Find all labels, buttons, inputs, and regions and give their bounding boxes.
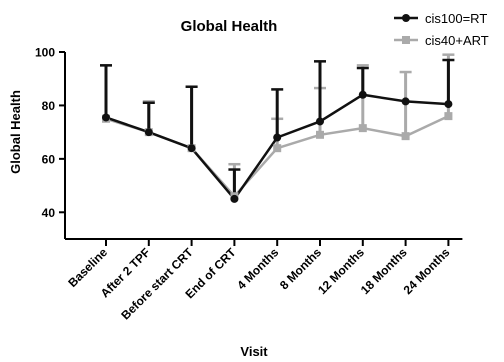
data-point xyxy=(273,144,282,153)
y-tick-label: 80 xyxy=(42,99,56,113)
data-point xyxy=(358,124,367,133)
data-point xyxy=(401,132,410,141)
y-axis-label: Global Health xyxy=(8,90,23,174)
data-point xyxy=(102,113,110,122)
data-point xyxy=(144,128,153,137)
x-tick-label: 24 Months xyxy=(401,245,453,297)
legend-label: cis40+ART xyxy=(425,33,489,48)
legend-marker xyxy=(402,36,410,44)
data-point xyxy=(316,117,324,126)
legend: cis100=RT cis40+ART xyxy=(394,11,489,48)
y-tick-label: 40 xyxy=(42,206,56,220)
data-point xyxy=(358,90,367,99)
series-markers xyxy=(102,90,453,203)
legend-label: cis100=RT xyxy=(425,11,487,26)
x-tick-label: Before start CRT xyxy=(118,245,196,323)
data-point xyxy=(316,130,324,139)
chart-title: Global Health xyxy=(181,18,278,35)
data-point xyxy=(187,144,196,153)
legend-marker xyxy=(402,14,410,22)
data-point xyxy=(444,112,453,121)
data-point xyxy=(273,133,282,142)
y-tick-label: 100 xyxy=(35,46,55,60)
x-axis-label: Visit xyxy=(240,344,268,359)
error-bars xyxy=(100,53,455,199)
x-tick-label: 4 Months xyxy=(234,245,281,292)
data-point xyxy=(230,194,239,203)
y-tick-label: 60 xyxy=(42,152,56,166)
data-point xyxy=(444,100,453,109)
data-point xyxy=(401,97,410,106)
